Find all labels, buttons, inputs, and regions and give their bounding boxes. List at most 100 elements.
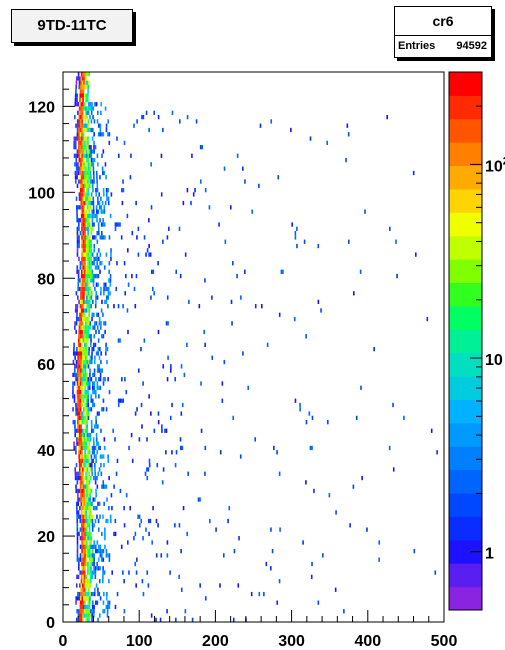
heatmap-cell: [95, 493, 98, 498]
heatmap-cell: [72, 372, 74, 378]
heatmap-cell: [90, 561, 92, 567]
heatmap-cell: [84, 80, 87, 85]
heatmap-cell: [82, 570, 85, 575]
heatmap-cell: [80, 514, 83, 519]
heatmap-cell: [142, 591, 145, 597]
heatmap-cell: [89, 153, 91, 158]
heatmap-cell: [104, 377, 106, 382]
heatmap-cell: [87, 89, 89, 94]
heatmap-cell: [133, 123, 135, 128]
heatmap-cell: [80, 351, 83, 356]
heatmap-cell: [436, 450, 438, 455]
heatmap-cell: [294, 230, 297, 236]
heatmap-cell: [81, 553, 83, 558]
heatmap-cell: [174, 523, 176, 528]
heatmap-cell: [91, 235, 94, 240]
palette-swatch: [449, 72, 482, 96]
heatmap-cell: [86, 196, 88, 201]
heatmap-cell: [88, 432, 90, 438]
heatmap-cell: [77, 218, 80, 223]
heatmap-cell: [103, 282, 105, 287]
heatmap-cell: [81, 536, 83, 541]
heatmap-cell: [92, 106, 95, 111]
heatmap-cell: [82, 540, 85, 545]
heatmap-cell: [162, 467, 165, 472]
heatmap-cell: [82, 523, 85, 528]
heatmap-cell: [223, 166, 226, 171]
heatmap-cell: [166, 377, 169, 382]
heatmap-cell: [94, 286, 96, 292]
heatmap-cell: [106, 286, 108, 292]
heatmap-cell: [86, 110, 88, 115]
heatmap-cell: [87, 295, 90, 300]
heatmap-cell: [82, 394, 85, 399]
heatmap-cell: [88, 299, 91, 305]
heatmap-cell: [107, 304, 109, 309]
heatmap-cell: [91, 471, 93, 476]
heatmap-cell: [79, 398, 82, 403]
heatmap-cell: [76, 248, 79, 253]
heatmap-cell: [83, 458, 85, 464]
heatmap-cell: [99, 596, 102, 601]
heatmap-cell: [85, 347, 87, 352]
heatmap-cell: [83, 213, 86, 219]
heatmap-cell: [90, 359, 93, 365]
heatmap-cell: [83, 355, 86, 360]
heatmap-cell: [121, 377, 123, 382]
heatmap-cell: [105, 484, 108, 489]
heatmap-cell: [79, 372, 82, 378]
heatmap-cell: [85, 377, 88, 382]
heatmap-cell: [105, 299, 108, 305]
heatmap-cell: [271, 548, 274, 554]
heatmap-cell: [87, 321, 90, 326]
heatmap-cell: [84, 497, 87, 502]
heatmap-cell: [230, 299, 233, 305]
heatmap-cell: [75, 411, 77, 416]
heatmap-cell: [75, 364, 78, 369]
heatmap-cell: [80, 218, 83, 223]
heatmap-cell: [87, 256, 89, 262]
heatmap-cell: [94, 475, 97, 481]
heatmap-cell: [77, 514, 80, 519]
heatmap-cell: [87, 385, 90, 390]
heatmap-cell: [250, 591, 253, 597]
heatmap-cell: [74, 162, 76, 167]
heatmap-cell: [156, 463, 159, 468]
heatmap-cell: [78, 531, 80, 537]
heatmap-cell: [89, 505, 92, 511]
heatmap-cell: [80, 273, 83, 279]
heatmap-cell: [104, 527, 106, 532]
x-tick-label: 400: [354, 633, 381, 650]
heatmap-cell: [74, 355, 76, 360]
heatmap-cell: [82, 179, 85, 184]
heatmap-cell: [77, 282, 80, 287]
heatmap-cell: [93, 523, 95, 528]
heatmap-cell: [167, 355, 169, 360]
palette-swatch: [449, 376, 482, 400]
heatmap-cell: [93, 145, 95, 150]
heatmap-cell: [76, 510, 78, 515]
heatmap-cell: [76, 97, 78, 103]
heatmap-cell: [91, 179, 94, 184]
heatmap-cell: [96, 188, 99, 193]
heatmap-cell: [93, 256, 95, 262]
heatmap-cell: [94, 213, 97, 219]
heatmap-cell: [85, 531, 88, 537]
heatmap-cell: [86, 347, 89, 352]
heatmap-cell: [85, 437, 87, 442]
heatmap-cell: [277, 175, 280, 180]
heatmap-cell: [80, 295, 82, 300]
heatmap-cell: [87, 411, 90, 416]
heatmap-cell: [82, 209, 84, 214]
heatmap-cell: [81, 484, 83, 489]
heatmap-cell: [88, 235, 91, 240]
heatmap-cell: [74, 351, 77, 356]
heatmap-cell: [86, 316, 89, 322]
heatmap-cell: [90, 295, 93, 300]
heatmap-cell: [96, 252, 99, 257]
heatmap-cell: [79, 329, 82, 335]
heatmap-cell: [123, 579, 125, 584]
heatmap-cell: [91, 561, 94, 567]
heatmap-cell: [90, 110, 93, 115]
heatmap-cell: [79, 407, 82, 412]
